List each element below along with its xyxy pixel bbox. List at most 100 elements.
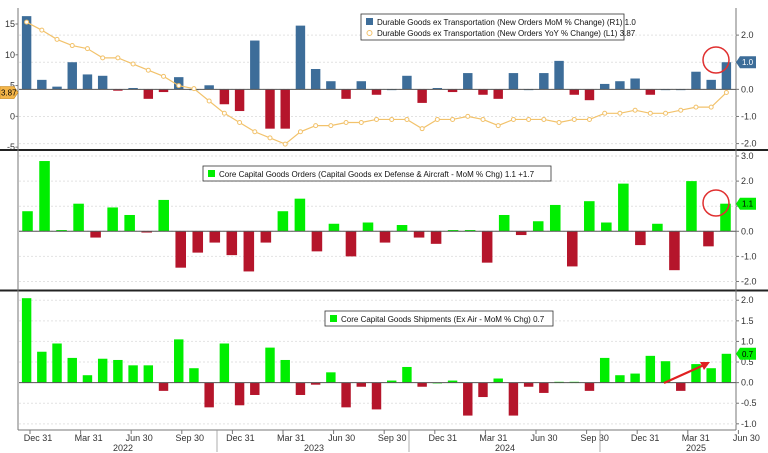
tick-label-left: 10 bbox=[5, 50, 15, 60]
bar-core-orders bbox=[532, 221, 544, 232]
x-tick-label: Mar 31 bbox=[75, 433, 103, 443]
bar-core-shipments bbox=[386, 380, 397, 383]
x-tick-label: Dec 31 bbox=[24, 433, 53, 443]
legend-box bbox=[360, 13, 625, 41]
bar-core-orders bbox=[515, 231, 527, 236]
bar-durable-mom bbox=[310, 69, 321, 90]
tick-label-right: 0.5 bbox=[741, 357, 754, 367]
bar-durable-mom bbox=[615, 81, 625, 90]
bar-durable-mom bbox=[250, 40, 260, 90]
point-durable-yoy bbox=[191, 86, 197, 92]
legend-swatch-core-shipments bbox=[330, 315, 337, 322]
bar-durable-mom bbox=[432, 87, 443, 90]
point-durable-yoy bbox=[450, 116, 456, 122]
bar-durable-mom bbox=[219, 89, 230, 105]
bar-core-orders bbox=[294, 198, 306, 232]
tick-label-right: -2.0 bbox=[741, 139, 757, 149]
legend-label-core-shipments: Core Capital Goods Shipments (Ex Air - M… bbox=[341, 315, 545, 324]
bar-core-orders bbox=[396, 225, 408, 232]
point-durable-yoy bbox=[571, 116, 577, 122]
point-durable-yoy bbox=[480, 116, 486, 122]
legend-label-durable-yoy: Durable Goods ex Transportation (New Ord… bbox=[377, 29, 636, 38]
bar-durable-mom bbox=[204, 85, 214, 90]
x-year-label: 2025 bbox=[686, 443, 706, 453]
point-durable-yoy bbox=[221, 110, 227, 116]
bar-durable-mom bbox=[402, 75, 412, 90]
x-tick-label: Dec 31 bbox=[429, 433, 458, 443]
bar-durable-mom bbox=[234, 89, 245, 112]
value-badge-right bbox=[736, 56, 756, 69]
point-durable-yoy bbox=[602, 110, 608, 116]
bar-core-shipments bbox=[371, 382, 382, 410]
bar-core-orders bbox=[328, 223, 340, 232]
bar-core-shipments bbox=[310, 382, 321, 385]
x-year-label: 2023 bbox=[304, 443, 324, 453]
bar-core-orders bbox=[73, 203, 84, 232]
bar-core-shipments bbox=[676, 382, 686, 391]
tick-label-left: 0 bbox=[10, 111, 15, 121]
point-durable-yoy bbox=[723, 90, 729, 96]
bar-core-orders bbox=[498, 214, 510, 232]
bar-core-shipments bbox=[250, 382, 260, 395]
point-durable-yoy bbox=[252, 129, 258, 135]
bar-durable-mom bbox=[371, 89, 382, 95]
bar-durable-mom bbox=[463, 73, 473, 90]
bar-core-shipments bbox=[174, 339, 184, 383]
bar-core-shipments bbox=[660, 361, 671, 383]
bar-core-orders bbox=[481, 231, 493, 263]
x-year-label: 2024 bbox=[495, 443, 515, 453]
bar-core-shipments bbox=[341, 382, 351, 408]
bar-durable-mom bbox=[295, 25, 306, 90]
bar-core-orders bbox=[90, 231, 101, 238]
x-tick-label: Jun 30 bbox=[328, 433, 355, 443]
value-badge-right-text: 1.1 bbox=[742, 200, 754, 209]
x-tick-label: Mar 31 bbox=[277, 433, 305, 443]
bar-core-shipments bbox=[21, 298, 32, 383]
tick-label-right: 2.0 bbox=[741, 30, 754, 40]
bar-core-shipments bbox=[67, 357, 77, 383]
point-durable-yoy bbox=[678, 107, 684, 113]
x-tick-label: Sep 30 bbox=[580, 433, 609, 443]
value-badge-right-text: 0.7 bbox=[742, 350, 754, 359]
point-durable-yoy bbox=[24, 19, 30, 25]
bar-core-orders bbox=[209, 231, 221, 243]
point-durable-yoy bbox=[541, 116, 547, 122]
bar-core-orders bbox=[107, 207, 118, 232]
bar-core-orders bbox=[635, 231, 646, 246]
bar-core-orders bbox=[362, 222, 374, 232]
legend-swatch-durable-yoy bbox=[366, 30, 373, 36]
bar-core-orders bbox=[22, 211, 33, 232]
bar-durable-mom bbox=[280, 89, 290, 129]
bar-durable-mom bbox=[508, 73, 519, 90]
bar-core-orders bbox=[447, 230, 459, 232]
point-durable-yoy bbox=[39, 27, 45, 33]
bar-core-shipments bbox=[615, 375, 625, 383]
tick-label-right: 2.0 bbox=[741, 295, 754, 305]
x-tick-label: Jun 30 bbox=[530, 433, 557, 443]
point-durable-yoy bbox=[647, 110, 653, 116]
bar-core-shipments bbox=[326, 372, 336, 383]
point-durable-yoy bbox=[145, 67, 151, 73]
bar-durable-mom bbox=[37, 79, 47, 90]
point-durable-yoy bbox=[586, 116, 592, 122]
bar-core-orders bbox=[430, 231, 442, 244]
bar-durable-mom bbox=[21, 16, 32, 90]
point-durable-yoy bbox=[100, 55, 106, 61]
bar-core-shipments bbox=[265, 347, 275, 383]
x-tick-label: Dec 31 bbox=[631, 433, 660, 443]
bar-core-shipments bbox=[82, 375, 93, 383]
bar-core-shipments bbox=[721, 353, 732, 383]
bar-durable-mom bbox=[67, 62, 77, 90]
bar-durable-mom bbox=[158, 89, 169, 93]
bar-durable-mom bbox=[706, 79, 716, 90]
bar-core-shipments bbox=[463, 382, 473, 416]
bar-core-orders bbox=[192, 231, 204, 253]
bar-core-shipments bbox=[539, 382, 549, 393]
bar-core-orders bbox=[601, 222, 612, 232]
bar-durable-mom bbox=[97, 75, 108, 90]
bar-durable-mom bbox=[417, 89, 427, 103]
legend-box bbox=[202, 165, 552, 182]
point-durable-yoy bbox=[632, 107, 638, 113]
